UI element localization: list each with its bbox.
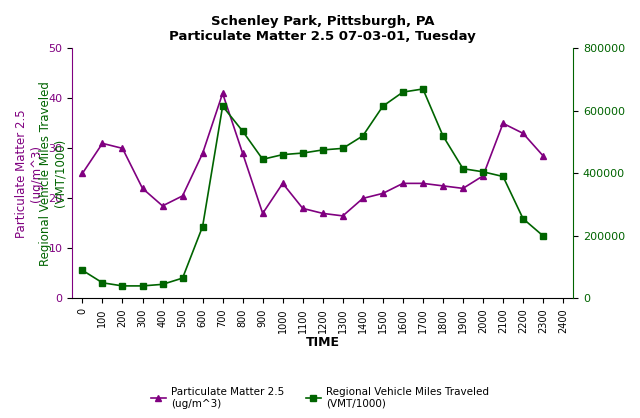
Particulate Matter 2.5
(ug/m^3) <box>199 151 207 156</box>
Regional Vehicle Miles Traveled
(VMT/1000) <box>139 283 147 288</box>
Particulate Matter 2.5
(ug/m^3) <box>379 191 387 196</box>
Regional Vehicle Miles Traveled
(VMT/1000) <box>459 166 467 171</box>
Particulate Matter 2.5
(ug/m^3) <box>259 211 266 216</box>
Particulate Matter 2.5
(ug/m^3) <box>139 186 147 191</box>
Regional Vehicle Miles Traveled
(VMT/1000) <box>159 282 166 287</box>
Regional Vehicle Miles Traveled
(VMT/1000) <box>399 89 407 94</box>
Regional Vehicle Miles Traveled
(VMT/1000) <box>299 150 307 155</box>
Particulate Matter 2.5
(ug/m^3) <box>79 171 86 176</box>
Y-axis label: Particulate Matter 2.5
(ug/m^3): Particulate Matter 2.5 (ug/m^3) <box>15 109 43 238</box>
Regional Vehicle Miles Traveled
(VMT/1000) <box>499 174 507 179</box>
Regional Vehicle Miles Traveled
(VMT/1000) <box>79 268 86 273</box>
Legend: Particulate Matter 2.5
(ug/m^3), Regional Vehicle Miles Traveled
(VMT/1000): Particulate Matter 2.5 (ug/m^3), Regiona… <box>147 383 493 413</box>
Particulate Matter 2.5
(ug/m^3) <box>519 131 527 136</box>
Regional Vehicle Miles Traveled
(VMT/1000) <box>319 148 326 153</box>
Regional Vehicle Miles Traveled
(VMT/1000) <box>239 129 246 134</box>
Title: Schenley Park, Pittsburgh, PA
Particulate Matter 2.5 07-03-01, Tuesday: Schenley Park, Pittsburgh, PA Particulat… <box>170 15 476 43</box>
Regional Vehicle Miles Traveled
(VMT/1000) <box>179 275 186 280</box>
Regional Vehicle Miles Traveled
(VMT/1000) <box>339 146 347 151</box>
Line: Regional Vehicle Miles Traveled
(VMT/1000): Regional Vehicle Miles Traveled (VMT/100… <box>79 86 547 289</box>
Particulate Matter 2.5
(ug/m^3) <box>219 91 227 96</box>
Particulate Matter 2.5
(ug/m^3) <box>339 213 347 218</box>
X-axis label: TIME: TIME <box>306 336 340 349</box>
Regional Vehicle Miles Traveled
(VMT/1000) <box>479 169 487 174</box>
Particulate Matter 2.5
(ug/m^3) <box>479 173 487 178</box>
Particulate Matter 2.5
(ug/m^3) <box>419 181 427 186</box>
Particulate Matter 2.5
(ug/m^3) <box>118 146 126 151</box>
Regional Vehicle Miles Traveled
(VMT/1000) <box>540 233 547 238</box>
Line: Particulate Matter 2.5
(ug/m^3): Particulate Matter 2.5 (ug/m^3) <box>79 90 547 219</box>
Regional Vehicle Miles Traveled
(VMT/1000) <box>279 152 287 157</box>
Regional Vehicle Miles Traveled
(VMT/1000) <box>99 280 106 285</box>
Particulate Matter 2.5
(ug/m^3) <box>439 184 447 189</box>
Regional Vehicle Miles Traveled
(VMT/1000) <box>359 133 367 138</box>
Regional Vehicle Miles Traveled
(VMT/1000) <box>118 283 126 288</box>
Particulate Matter 2.5
(ug/m^3) <box>540 153 547 158</box>
Particulate Matter 2.5
(ug/m^3) <box>459 186 467 191</box>
Particulate Matter 2.5
(ug/m^3) <box>499 121 507 126</box>
Regional Vehicle Miles Traveled
(VMT/1000) <box>219 104 227 109</box>
Regional Vehicle Miles Traveled
(VMT/1000) <box>199 224 207 229</box>
Regional Vehicle Miles Traveled
(VMT/1000) <box>439 133 447 138</box>
Regional Vehicle Miles Traveled
(VMT/1000) <box>259 157 266 162</box>
Particulate Matter 2.5
(ug/m^3) <box>99 141 106 146</box>
Particulate Matter 2.5
(ug/m^3) <box>399 181 407 186</box>
Particulate Matter 2.5
(ug/m^3) <box>239 151 246 156</box>
Particulate Matter 2.5
(ug/m^3) <box>279 181 287 186</box>
Particulate Matter 2.5
(ug/m^3) <box>319 211 326 216</box>
Particulate Matter 2.5
(ug/m^3) <box>159 204 166 209</box>
Particulate Matter 2.5
(ug/m^3) <box>179 194 186 199</box>
Particulate Matter 2.5
(ug/m^3) <box>359 196 367 201</box>
Regional Vehicle Miles Traveled
(VMT/1000) <box>519 216 527 221</box>
Y-axis label: Regional Vehicle Miles Traveled
(VMT/1000): Regional Vehicle Miles Traveled (VMT/100… <box>39 81 67 266</box>
Regional Vehicle Miles Traveled
(VMT/1000) <box>419 87 427 92</box>
Particulate Matter 2.5
(ug/m^3) <box>299 206 307 211</box>
Regional Vehicle Miles Traveled
(VMT/1000) <box>379 104 387 109</box>
